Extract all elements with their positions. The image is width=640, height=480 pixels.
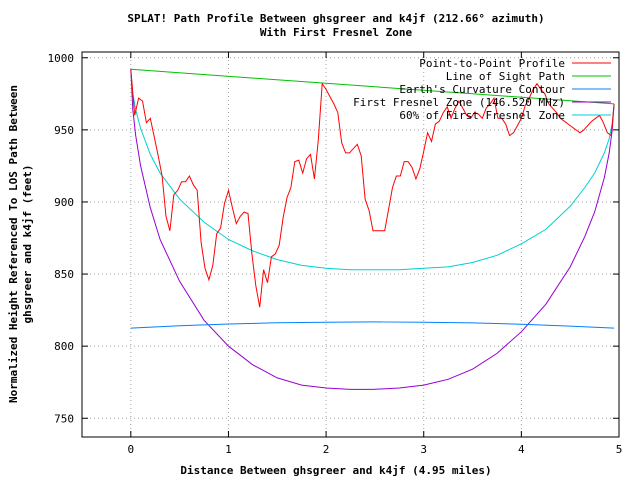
grid — [82, 52, 620, 437]
x-tick-label: 4 — [518, 443, 525, 456]
x-axis-ticks: 0 1 2 3 4 5 — [128, 52, 623, 456]
x-tick-label: 2 — [323, 443, 330, 456]
y-tick-label: 800 — [54, 340, 74, 353]
legend-label: Earth's Curvature Contour — [399, 83, 565, 96]
y-tick-label: 900 — [54, 196, 74, 209]
legend-label: First Fresnel Zone (146.520 MHz) — [353, 96, 565, 109]
series-line-earth-s-curvature-contour — [130, 321, 615, 329]
legend-label: 60% of First Fresnel Zone — [399, 109, 565, 122]
chart-title: SPLAT! Path Profile Between ghsgreer and… — [127, 12, 544, 25]
legend-label: Point-to-Point Profile — [419, 57, 565, 70]
y-tick-label: 850 — [54, 268, 74, 281]
x-tick-label: 1 — [225, 443, 232, 456]
y-tick-label: 950 — [54, 124, 74, 137]
y-tick-label: 750 — [54, 412, 74, 425]
x-tick-label: 3 — [420, 443, 427, 456]
y-axis-label-line1: Normalized Height Referenced To LOS Path… — [7, 85, 20, 403]
plot-frame — [81, 51, 620, 438]
y-axis-ticks: 750 800 850 900 950 1000 — [48, 52, 619, 425]
series-line-60-of-first-fresnel-zone — [130, 69, 615, 271]
x-tick-label: 5 — [616, 443, 623, 456]
series-line-point-to-point-profile — [130, 69, 615, 308]
legend-label: Line of Sight Path — [446, 70, 565, 83]
chart-subtitle: With First Fresnel Zone — [260, 26, 413, 39]
series-line-line-of-sight-path — [130, 68, 615, 105]
x-tick-label: 0 — [128, 443, 135, 456]
series-layer — [130, 68, 615, 390]
series-line-first-fresnel-zone-146-520-mhz — [130, 69, 615, 390]
y-axis-label-line2: ghsgreer and k4jf (feet) — [21, 165, 34, 324]
y-tick-label: 1000 — [48, 52, 75, 65]
x-axis-label: Distance Between ghsgreer and k4jf (4.95… — [180, 464, 491, 477]
